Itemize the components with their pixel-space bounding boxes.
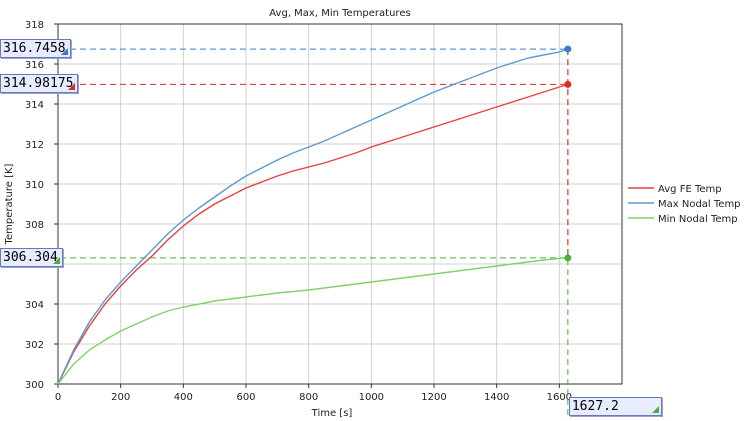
legend-label: Avg FE Temp bbox=[658, 184, 722, 195]
x-tick-label: 1600 bbox=[547, 392, 572, 403]
x-tick-label: 1200 bbox=[421, 392, 446, 403]
x-readout-value: 1627.2 bbox=[571, 399, 619, 414]
y-readout-label: 316.7458 bbox=[0, 39, 71, 59]
series-line-1 bbox=[57, 48, 569, 385]
y-tick-label: 312 bbox=[25, 140, 44, 151]
cursor-marker bbox=[564, 254, 572, 262]
x-tick-label: 400 bbox=[174, 392, 193, 403]
x-readout-label: 1627.2 bbox=[568, 397, 662, 416]
cursor-marker bbox=[564, 80, 572, 88]
series-line-0 bbox=[57, 83, 569, 385]
y-tick-label: 318 bbox=[25, 20, 44, 31]
x-tick-label: 0 bbox=[55, 392, 61, 403]
y-tick-label: 310 bbox=[25, 180, 44, 191]
x-tick-label: 200 bbox=[111, 392, 130, 403]
y-readout-value: 316.7458 bbox=[3, 41, 66, 57]
y-readout-label: 314.98175 bbox=[0, 74, 79, 94]
x-tick-label: 800 bbox=[299, 392, 318, 403]
chart-title: Avg, Max, Min Temperatures bbox=[269, 8, 410, 19]
x-axis-title: Time [s] bbox=[311, 408, 353, 419]
x-tick-label: 1000 bbox=[359, 392, 384, 403]
y-tick-label: 304 bbox=[25, 300, 44, 311]
x-axis-ticks: 0 200 400 600 800 1000 1200 1400 1600 bbox=[55, 384, 572, 403]
cursor-marker bbox=[564, 45, 572, 53]
legend: Avg FE Temp Max Nodal Temp Min Nodal Temp bbox=[628, 184, 741, 225]
y-tick-label: 308 bbox=[25, 220, 44, 231]
grid bbox=[58, 24, 622, 384]
y-readout-label: 306.304 bbox=[0, 247, 63, 267]
y-readout-value: 306.304 bbox=[3, 249, 58, 265]
y-readout-value: 314.98175 bbox=[3, 76, 74, 92]
series-line-2 bbox=[57, 257, 568, 385]
corner-marker bbox=[60, 48, 68, 56]
y-tick-label: 316 bbox=[25, 60, 44, 71]
x-tick-label: 1400 bbox=[484, 392, 509, 403]
legend-label: Min Nodal Temp bbox=[658, 214, 738, 225]
plot-area-frame bbox=[57, 23, 623, 385]
series-lines bbox=[57, 48, 569, 385]
y-axis-title: Temperature [K] bbox=[4, 163, 15, 245]
y-tick-label: 314 bbox=[25, 100, 44, 111]
cursor-markers bbox=[564, 45, 572, 262]
corner-marker bbox=[651, 406, 659, 413]
corner-marker bbox=[52, 256, 60, 264]
corner-marker bbox=[68, 83, 76, 91]
y-tick-label: 300 bbox=[25, 380, 44, 391]
y-tick-label: 302 bbox=[25, 340, 44, 351]
legend-label: Max Nodal Temp bbox=[658, 199, 741, 210]
x-tick-label: 600 bbox=[236, 392, 255, 403]
